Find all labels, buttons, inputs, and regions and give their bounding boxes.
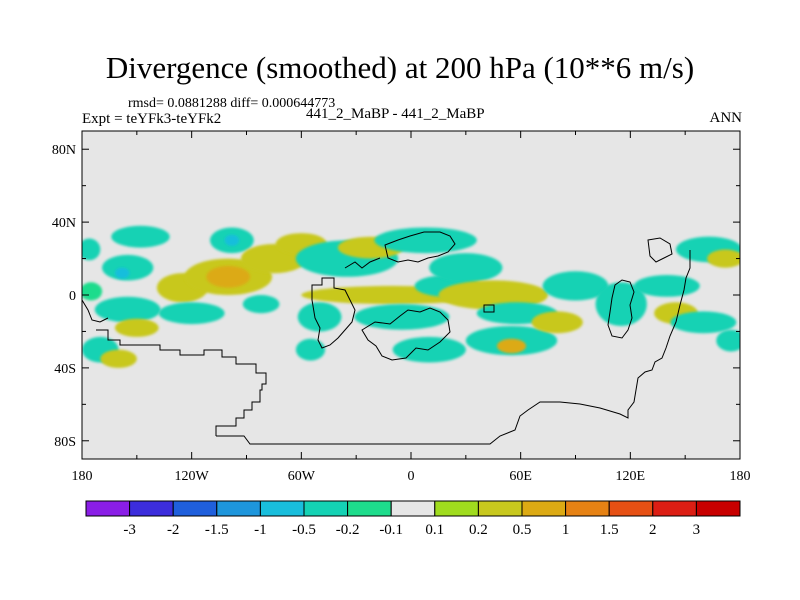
x-tick-label-120E: 120E xyxy=(616,469,646,484)
field-blob-40 xyxy=(716,329,740,352)
x-tick-label-60E: 60E xyxy=(509,469,532,484)
colorbar-label-8: 0.2 xyxy=(469,522,488,538)
x-tick-label-180: 180 xyxy=(730,469,751,484)
y-axis-ticks: 80N 40N 0 40S 80S xyxy=(52,143,740,450)
colorbar-swatch-14 xyxy=(695,500,741,517)
stats-label: rmsd= 0.0881288 diff= 0.000644773 xyxy=(128,96,336,111)
colorbar-label-7: 0.1 xyxy=(425,522,444,538)
colorbar-label-9: 0.5 xyxy=(513,522,532,538)
colorbar-swatch-4 xyxy=(259,500,305,517)
y-tick-label-40N: 40N xyxy=(52,216,76,231)
continent-outlines xyxy=(82,231,691,445)
y-tick-label-40S: 40S xyxy=(54,362,76,377)
field-blob-37 xyxy=(670,311,737,334)
case-label: 441_2_MaBP - 441_2_MaBP xyxy=(306,106,485,122)
field-blob-33 xyxy=(542,271,609,301)
colorbar-label-3: -1 xyxy=(254,522,267,538)
plot-title: Divergence (smoothed) at 200 hPa (10**6 … xyxy=(105,50,695,85)
field-blob-39 xyxy=(707,249,740,268)
field-blob-18 xyxy=(295,338,326,361)
x-tick-label-60W: 60W xyxy=(288,469,316,484)
coastline-west-coast xyxy=(82,299,109,323)
field-blob-3 xyxy=(100,349,137,368)
colorbar-label-13: 3 xyxy=(693,522,701,538)
colorbar-swatch-8 xyxy=(434,500,479,517)
colorbar-label-6: -0.1 xyxy=(379,522,403,538)
coastline-antarctica-east xyxy=(216,250,691,445)
field-blob-27 xyxy=(429,253,503,283)
field-blob-24 xyxy=(374,227,477,254)
experiment-label: Expt = teYFk3-teYFk2 xyxy=(82,111,222,127)
coastline-africa xyxy=(361,307,451,361)
colorbar-label-5: -0.2 xyxy=(336,522,360,538)
field-blob-19 xyxy=(297,302,342,332)
field-blob-30 xyxy=(496,338,527,354)
coastline-south-america xyxy=(311,277,356,349)
colorbar-swatch-12 xyxy=(608,500,654,517)
colorbar-label-11: 1.5 xyxy=(600,522,619,538)
field-blob-10 xyxy=(158,302,225,325)
colorbar-label-4: -0.5 xyxy=(292,522,316,538)
coastline-australia xyxy=(607,279,635,339)
colorbar-label-2: -1.5 xyxy=(205,522,229,538)
coastline-antarctica xyxy=(96,329,267,436)
colorbar-swatch-5 xyxy=(303,500,349,517)
field-blob-23 xyxy=(354,304,450,330)
colorbar-swatch-10 xyxy=(521,500,567,517)
colorbar-label-12: 2 xyxy=(649,522,657,538)
field-blob-4 xyxy=(102,254,154,281)
x-tick-label-180: 180 xyxy=(72,469,93,484)
colorbar-swatch-1 xyxy=(129,500,174,517)
field-blob-1 xyxy=(82,282,103,301)
colorbar-swatch-9 xyxy=(477,500,523,517)
field-blob-32 xyxy=(531,311,583,334)
y-tick-label-80S: 80S xyxy=(54,435,76,450)
coastline-central-america xyxy=(344,257,381,269)
coastline-europe xyxy=(384,231,456,263)
coastline-tropical-islands xyxy=(483,304,495,313)
colorbar-swatch-3 xyxy=(216,500,261,517)
field-blob-12 xyxy=(206,265,251,288)
y-tick-label-80N: 80N xyxy=(52,143,76,158)
colorbar: -3 -2 -1.5 -1 -0.5 -0.2 -0.1 0.1 0.2 0.5 1 1.5 2 3 xyxy=(85,500,741,538)
x-axis-ticks: 180 120W 60W 0 60E 120E 180 xyxy=(72,131,751,484)
field-blob-35 xyxy=(634,275,700,297)
colorbar-swatch-2 xyxy=(172,500,218,517)
season-label: ANN xyxy=(709,110,743,126)
colorbar-swatch-7 xyxy=(390,500,436,517)
colorbar-swatch-0 xyxy=(85,500,131,517)
x-tick-label-0: 0 xyxy=(408,469,415,484)
field-blob-7 xyxy=(114,318,159,337)
x-tick-label-120W: 120W xyxy=(175,469,210,484)
field-blob-14 xyxy=(224,234,240,246)
colorbar-label-0: -3 xyxy=(123,522,136,538)
field-blob-8 xyxy=(111,225,170,248)
field-blob-6 xyxy=(94,296,161,323)
colorbar-swatch-13 xyxy=(652,500,697,517)
colorbar-label-10: 1 xyxy=(562,522,570,538)
coastline-north-america xyxy=(647,237,673,263)
colorbar-label-1: -2 xyxy=(167,522,180,538)
field-blob-5 xyxy=(114,267,130,279)
field-blob-28 xyxy=(438,280,549,310)
field-blob-0 xyxy=(82,238,101,261)
field-blob-15 xyxy=(242,295,280,314)
colorbar-swatch-11 xyxy=(565,500,610,517)
colorbar-swatch-6 xyxy=(347,500,392,517)
y-tick-label-0: 0 xyxy=(69,289,76,304)
